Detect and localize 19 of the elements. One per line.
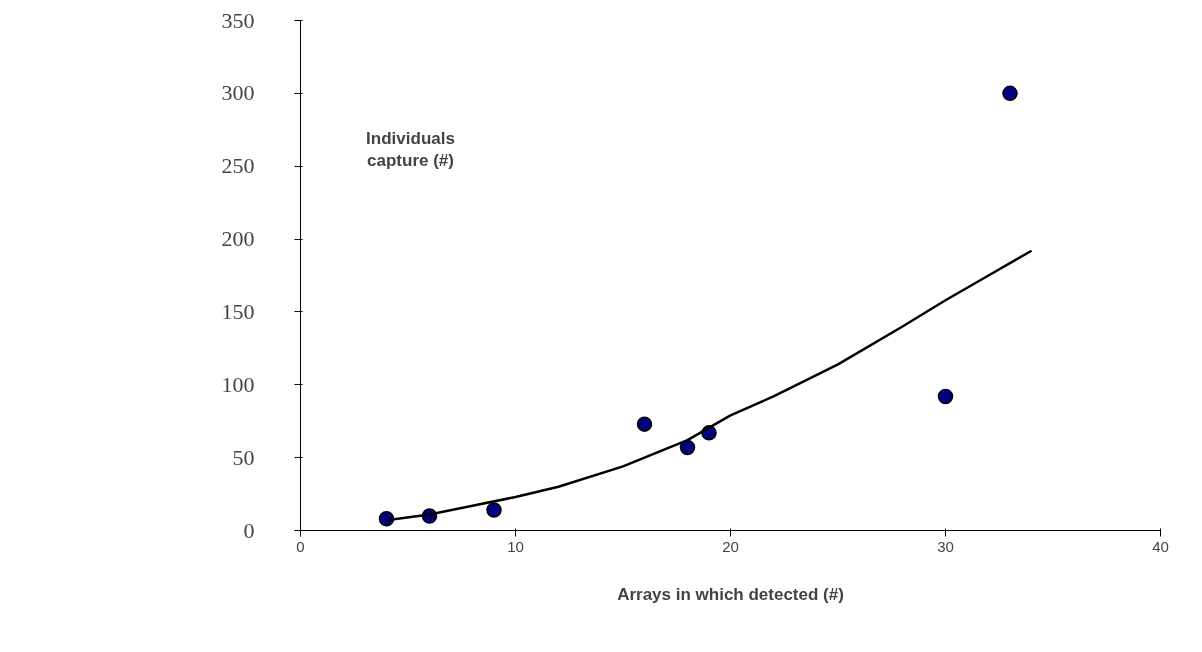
y-tick-label: 350 (221, 7, 255, 33)
point (937, 388, 954, 405)
y-tick-label: 50 (232, 444, 255, 470)
y-tick-label: 200 (221, 226, 255, 252)
y-tick-label: 300 (221, 80, 255, 106)
point (486, 502, 502, 518)
y-tick-label: 250 (221, 153, 255, 179)
y-tick-label: 100 (221, 371, 255, 397)
y-axis-title: Individuals capture (#) (366, 128, 455, 171)
point (1002, 85, 1018, 102)
y-tick-label: 150 (221, 298, 255, 324)
point (679, 439, 696, 456)
x-tick-label: 40 (1152, 537, 1169, 555)
x-tick-label: 10 (507, 537, 524, 555)
x-tick-label: 20 (722, 537, 739, 555)
point (636, 416, 653, 432)
x-axis-title: Arrays in which detected (#) (617, 584, 844, 604)
x-tick-label: 0 (296, 537, 305, 555)
x-tick-label: 30 (937, 537, 954, 555)
